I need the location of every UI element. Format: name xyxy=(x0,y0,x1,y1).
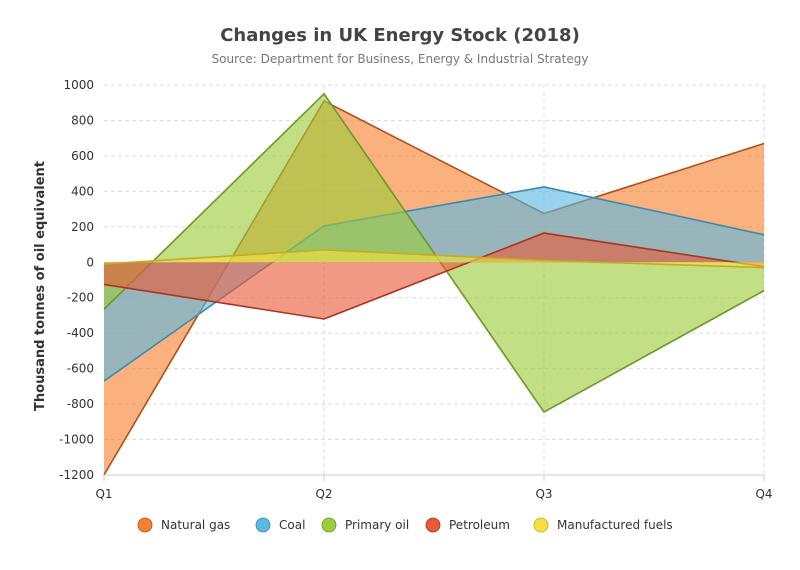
y-tick-label: 600 xyxy=(71,149,94,163)
y-tick-label: 1000 xyxy=(63,78,94,92)
legend: Natural gas Coal Primary oil Petroleum Manuf… xyxy=(137,517,673,533)
x-tick-label: Q2 xyxy=(315,487,332,501)
legend-item[interactable]: Coal xyxy=(255,517,305,533)
legend-label: Manufactured fuels xyxy=(557,518,673,532)
x-tick-label: Q3 xyxy=(535,487,552,501)
legend-item[interactable]: Primary oil xyxy=(321,517,409,533)
y-tick-label: -600 xyxy=(67,362,94,376)
series-line xyxy=(103,232,765,320)
y-tick-label: -200 xyxy=(67,291,94,305)
legend-swatch xyxy=(255,517,271,533)
series-line xyxy=(103,249,765,269)
legend-label: Natural gas xyxy=(161,518,230,532)
x-axis: Q1 Q2 Q3 Q4 xyxy=(95,474,773,501)
series-area[interactable] xyxy=(104,186,764,382)
series-area[interactable] xyxy=(104,249,764,268)
x-tick-label: Q1 xyxy=(95,487,112,501)
legend-label: Petroleum xyxy=(449,518,510,532)
legend-swatch xyxy=(533,517,549,533)
series-primary-oil xyxy=(103,93,765,413)
series-manufactured-fuels xyxy=(103,249,765,269)
x-tick-label: Q4 xyxy=(755,487,772,501)
series-line xyxy=(103,186,765,382)
series-layer xyxy=(103,93,765,476)
legend-label: Primary oil xyxy=(345,518,409,532)
y-tick-label: 400 xyxy=(71,184,94,198)
y-tick-label: 200 xyxy=(71,220,94,234)
legend-swatch xyxy=(137,517,153,533)
legend-label: Coal xyxy=(279,518,305,532)
y-tick-label: -1200 xyxy=(59,468,94,482)
y-tick-label: -1000 xyxy=(59,433,94,447)
chart-title: Changes in UK Energy Stock (2018) xyxy=(220,25,580,46)
y-axis: -1200 -1000 -800 -600 -400 -200 0 200 400 600 800 1… xyxy=(59,78,94,482)
y-tick-label: 800 xyxy=(71,113,94,127)
legend-item[interactable]: Manufactured fuels xyxy=(533,517,673,533)
chart-subtitle: Source: Department for Business, Energy … xyxy=(212,52,589,66)
legend-swatch xyxy=(425,517,441,533)
legend-swatch xyxy=(321,517,337,533)
y-axis-title: Thousand tonnes of oil equivalent xyxy=(33,161,48,411)
y-tick-label: 0 xyxy=(86,255,94,269)
y-tick-label: -400 xyxy=(67,326,94,340)
y-tick-label: -800 xyxy=(67,397,94,411)
series-line xyxy=(103,93,765,413)
legend-item[interactable]: Natural gas xyxy=(137,517,230,533)
legend-item[interactable]: Petroleum xyxy=(425,517,510,533)
